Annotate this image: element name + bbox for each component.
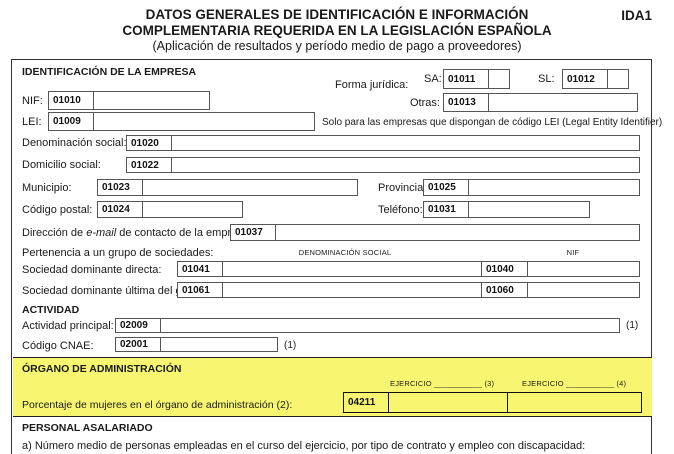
sl-field-group: 01012 — [562, 69, 629, 89]
organo-heading: ÓRGANO DE ADMINISTRACIÓN — [22, 363, 182, 375]
dominante-directa-nif-input[interactable] — [528, 261, 640, 277]
domicilio-code: 01022 — [126, 157, 172, 173]
personal-heading: PERSONAL ASALARIADO — [22, 422, 153, 434]
municipio-code: 01023 — [97, 179, 143, 196]
identification-heading: IDENTIFICACIÓN DE LA EMPRESA — [22, 66, 197, 78]
domicilio-input[interactable] — [172, 157, 640, 173]
sa-input[interactable] — [489, 69, 510, 89]
personal-item-a: a) Número medio de personas empleadas en… — [22, 440, 586, 452]
actividad-principal-note: (1) — [626, 320, 639, 331]
grupo-label: Pertenencia a un grupo de sociedades: — [22, 247, 214, 259]
domicilio-field-group: 01022 — [126, 157, 640, 173]
lei-label: LEI: — [22, 116, 42, 128]
provincia-label: Provincia: — [378, 182, 427, 194]
lei-note: Solo para las empresas que dispongan de … — [322, 117, 663, 128]
actividad-heading: ACTIVIDAD — [22, 304, 80, 316]
lei-input[interactable] — [94, 112, 315, 131]
codigo-postal-code: 01024 — [97, 201, 143, 218]
form-subtitle: (Aplicación de resultados y período medi… — [152, 39, 522, 53]
ejercicio-4-header: EJERCICIO ___________ (4) — [522, 379, 627, 388]
otras-input[interactable] — [489, 93, 638, 112]
porcentaje-mujeres-ejercicio3-input[interactable] — [389, 392, 508, 413]
domicilio-label: Domicilio social: — [22, 159, 101, 171]
actividad-principal-code: 02009 — [115, 318, 161, 333]
telefono-code: 01031 — [423, 201, 469, 218]
porcentaje-mujeres-ejercicio4-input[interactable] — [508, 392, 642, 413]
dominante-directa-label: Sociedad dominante directa: — [22, 264, 162, 276]
otras-field-group: 01013 — [443, 93, 638, 112]
denominacion-field-group: 01020 — [126, 135, 640, 151]
codigo-postal-label: Código postal: — [22, 204, 93, 216]
dominante-ultima-nif-input[interactable] — [528, 282, 640, 298]
email-input[interactable] — [276, 224, 640, 241]
nif-label: NIF: — [22, 95, 43, 107]
email-field-group: 01037 — [230, 224, 640, 241]
email-label-italic: e-mail — [86, 227, 117, 239]
dominante-directa-nif-code: 01040 — [482, 261, 528, 277]
denominacion-code: 01020 — [126, 135, 172, 151]
form-code-label: IDA1 — [621, 8, 652, 23]
denominacion-label: Denominación social: — [22, 137, 127, 149]
organo-section-highlight — [12, 357, 652, 417]
cnae-input[interactable] — [161, 337, 278, 352]
provincia-code: 01025 — [423, 179, 469, 196]
sa-label: SA: — [424, 73, 442, 85]
municipio-label: Municipio: — [22, 182, 72, 194]
cnae-code: 02001 — [115, 337, 161, 352]
ejercicio-3-header: EJERCICIO ___________ (3) — [390, 379, 495, 388]
sa-code: 01011 — [443, 69, 489, 89]
porcentaje-mujeres-label: Porcentaje de mujeres en el órgano de ad… — [22, 399, 293, 411]
form-title-line2: COMPLEMENTARIA REQUERIDA EN LA LEGISLACI… — [122, 23, 552, 38]
email-code: 01037 — [230, 224, 276, 241]
email-label-post: de contacto de la empresa — [116, 227, 249, 239]
dominante-directa-field-group: 01041 01040 — [177, 261, 640, 277]
form-title-line1: DATOS GENERALES DE IDENTIFICACIÓN E INFO… — [145, 7, 529, 22]
sl-code: 01012 — [562, 69, 608, 89]
dominante-ultima-denom-code: 01061 — [177, 282, 223, 298]
form-border — [11, 59, 652, 454]
denominacion-input[interactable] — [172, 135, 640, 151]
nif-column-header: NIF — [566, 248, 580, 257]
nif-code: 01010 — [48, 91, 94, 110]
telefono-label: Teléfono: — [378, 204, 423, 216]
forma-juridica-label: Forma jurídica: — [335, 79, 409, 91]
municipio-input[interactable] — [143, 179, 358, 196]
dominante-directa-denom-input[interactable] — [223, 261, 482, 277]
porcentaje-mujeres-field-group: 04211 — [343, 392, 642, 413]
cnae-field-group: 02001 — [115, 337, 278, 352]
municipio-field-group: 01023 — [97, 179, 358, 196]
actividad-principal-label: Actividad principal: — [22, 320, 114, 332]
porcentaje-mujeres-code: 04211 — [343, 392, 389, 413]
email-label: Dirección de e-mail de contacto de la em… — [22, 227, 249, 239]
codigo-postal-field-group: 01024 — [97, 201, 243, 218]
codigo-postal-input[interactable] — [143, 201, 243, 218]
lei-code: 01009 — [48, 112, 94, 131]
actividad-principal-field-group: 02009 — [115, 318, 620, 333]
provincia-field-group: 01025 — [423, 179, 640, 196]
sa-field-group: 01011 — [443, 69, 510, 89]
sl-input[interactable] — [608, 69, 629, 89]
dominante-directa-denom-code: 01041 — [177, 261, 223, 277]
dominante-ultima-denom-input[interactable] — [223, 282, 482, 298]
form-header: DATOS GENERALES DE IDENTIFICACIÓN E INFO… — [40, 7, 634, 54]
lei-field-group: 01009 — [48, 112, 315, 131]
cnae-note: (1) — [284, 340, 297, 351]
telefono-input[interactable] — [469, 201, 590, 218]
nif-field-group: 01010 — [48, 91, 210, 110]
dominante-ultima-nif-code: 01060 — [482, 282, 528, 298]
nif-input[interactable] — [94, 91, 210, 110]
otras-label: Otras: — [410, 97, 440, 109]
telefono-field-group: 01031 — [423, 201, 590, 218]
sl-label: SL: — [538, 73, 555, 85]
actividad-principal-input[interactable] — [161, 318, 620, 333]
provincia-input[interactable] — [469, 179, 640, 196]
dominante-ultima-label: Sociedad dominante última del grupo: — [22, 285, 207, 297]
dominante-ultima-field-group: 01061 01060 — [177, 282, 640, 298]
cnae-label: Código CNAE: — [22, 340, 94, 352]
otras-code: 01013 — [443, 93, 489, 112]
denominacion-social-column-header: DENOMINACIÓN SOCIAL — [298, 248, 392, 257]
email-label-pre: Dirección de — [22, 227, 87, 239]
